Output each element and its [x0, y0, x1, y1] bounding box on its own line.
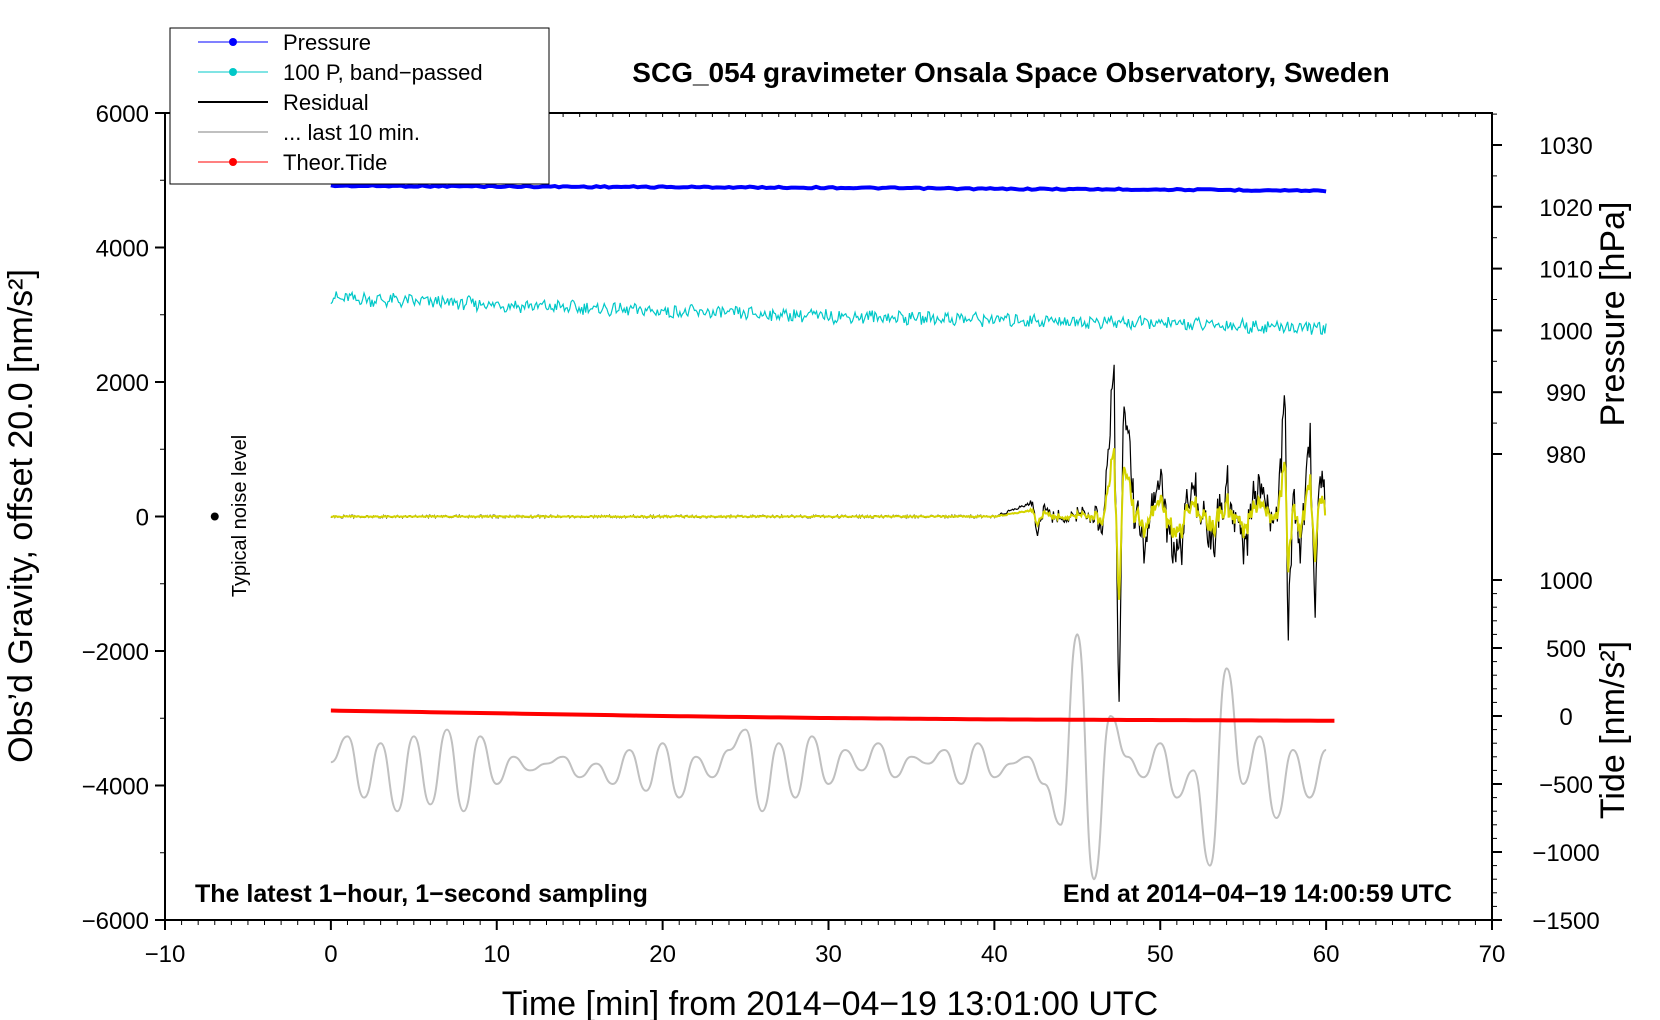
x-axis-label: Time [min] from 2014−04−19 13:01:00 UTC	[502, 985, 1158, 1020]
x-tick-label: 30	[815, 941, 842, 968]
series-last-10-min	[330, 633, 1327, 881]
pressure-tick-label: 1020	[1539, 195, 1592, 222]
noise-level-label: Typical noise level	[229, 435, 251, 597]
pressure-tick-label: 990	[1546, 380, 1586, 407]
y-tick-label: −2000	[82, 639, 149, 666]
pressure-tick-label: 1030	[1539, 133, 1592, 160]
series-pressure	[330, 183, 1327, 194]
x-tick-label: 50	[1147, 941, 1174, 968]
y-axis-label-left: Obs’d Gravity, offset 20.0 [nm/s²]	[2, 269, 40, 763]
pressure-tick-label: 1010	[1539, 257, 1592, 284]
legend-box	[169, 27, 550, 185]
data-series	[330, 183, 1335, 881]
legend: Pressure 100 P, band−passed Residual ... la…	[169, 27, 550, 185]
x-tick-label: 60	[1313, 941, 1340, 968]
tide-tick-label: 1000	[1539, 568, 1592, 595]
sampling-note: The latest 1−hour, 1−second sampling	[195, 880, 648, 908]
x-tick-label: 0	[324, 941, 337, 968]
legend-dot	[229, 158, 237, 166]
legend-label: Pressure	[283, 30, 371, 55]
y-tick-label: −6000	[82, 908, 149, 935]
x-tick-label: 40	[981, 941, 1008, 968]
tide-tick-label: 500	[1546, 636, 1586, 663]
y-tick-label: 2000	[96, 370, 149, 397]
tide-tick-label: −1500	[1532, 908, 1599, 935]
series-theoretical-tide	[330, 708, 1335, 723]
axis-ticks: −10 0 10 20 30 40 50 60 706000400020000−2000−400…	[82, 101, 1600, 968]
legend-label: ... last 10 min.	[283, 120, 420, 145]
legend-dot	[229, 68, 237, 76]
x-tick-label: 70	[1479, 941, 1506, 968]
legend-dot	[229, 38, 237, 46]
pressure-tick-label: 1000	[1539, 318, 1592, 345]
tide-tick-label: −500	[1539, 772, 1593, 799]
end-time-note: End at 2014−04−19 14:00:59 UTC	[1063, 880, 1452, 908]
y-axis-label-pressure: Pressure [hPa]	[1594, 202, 1632, 427]
tide-tick-label: 0	[1559, 704, 1572, 731]
pressure-tick-label: 980	[1546, 442, 1586, 469]
legend-label: Residual	[283, 90, 369, 115]
series-pressure-bandpassed	[330, 290, 1327, 335]
x-tick-label: 20	[649, 941, 676, 968]
chart-title: SCG_054 gravimeter Onsala Space Observat…	[632, 57, 1389, 88]
legend-label: Theor.Tide	[283, 150, 387, 175]
noise-level-marker	[210, 512, 219, 521]
series-residual-filtered	[330, 448, 1327, 600]
legend-label: 100 P, band−passed	[283, 60, 483, 85]
x-tick-label: 10	[483, 941, 510, 968]
y-tick-label: 6000	[96, 101, 149, 128]
y-tick-label: 4000	[96, 236, 149, 263]
tide-tick-label: −1000	[1532, 840, 1599, 867]
x-tick-label: −10	[145, 941, 186, 968]
y-tick-label: 0	[136, 505, 149, 532]
y-tick-label: −4000	[82, 774, 149, 801]
y-axis-label-tide: Tide [nm/s²]	[1594, 641, 1632, 819]
